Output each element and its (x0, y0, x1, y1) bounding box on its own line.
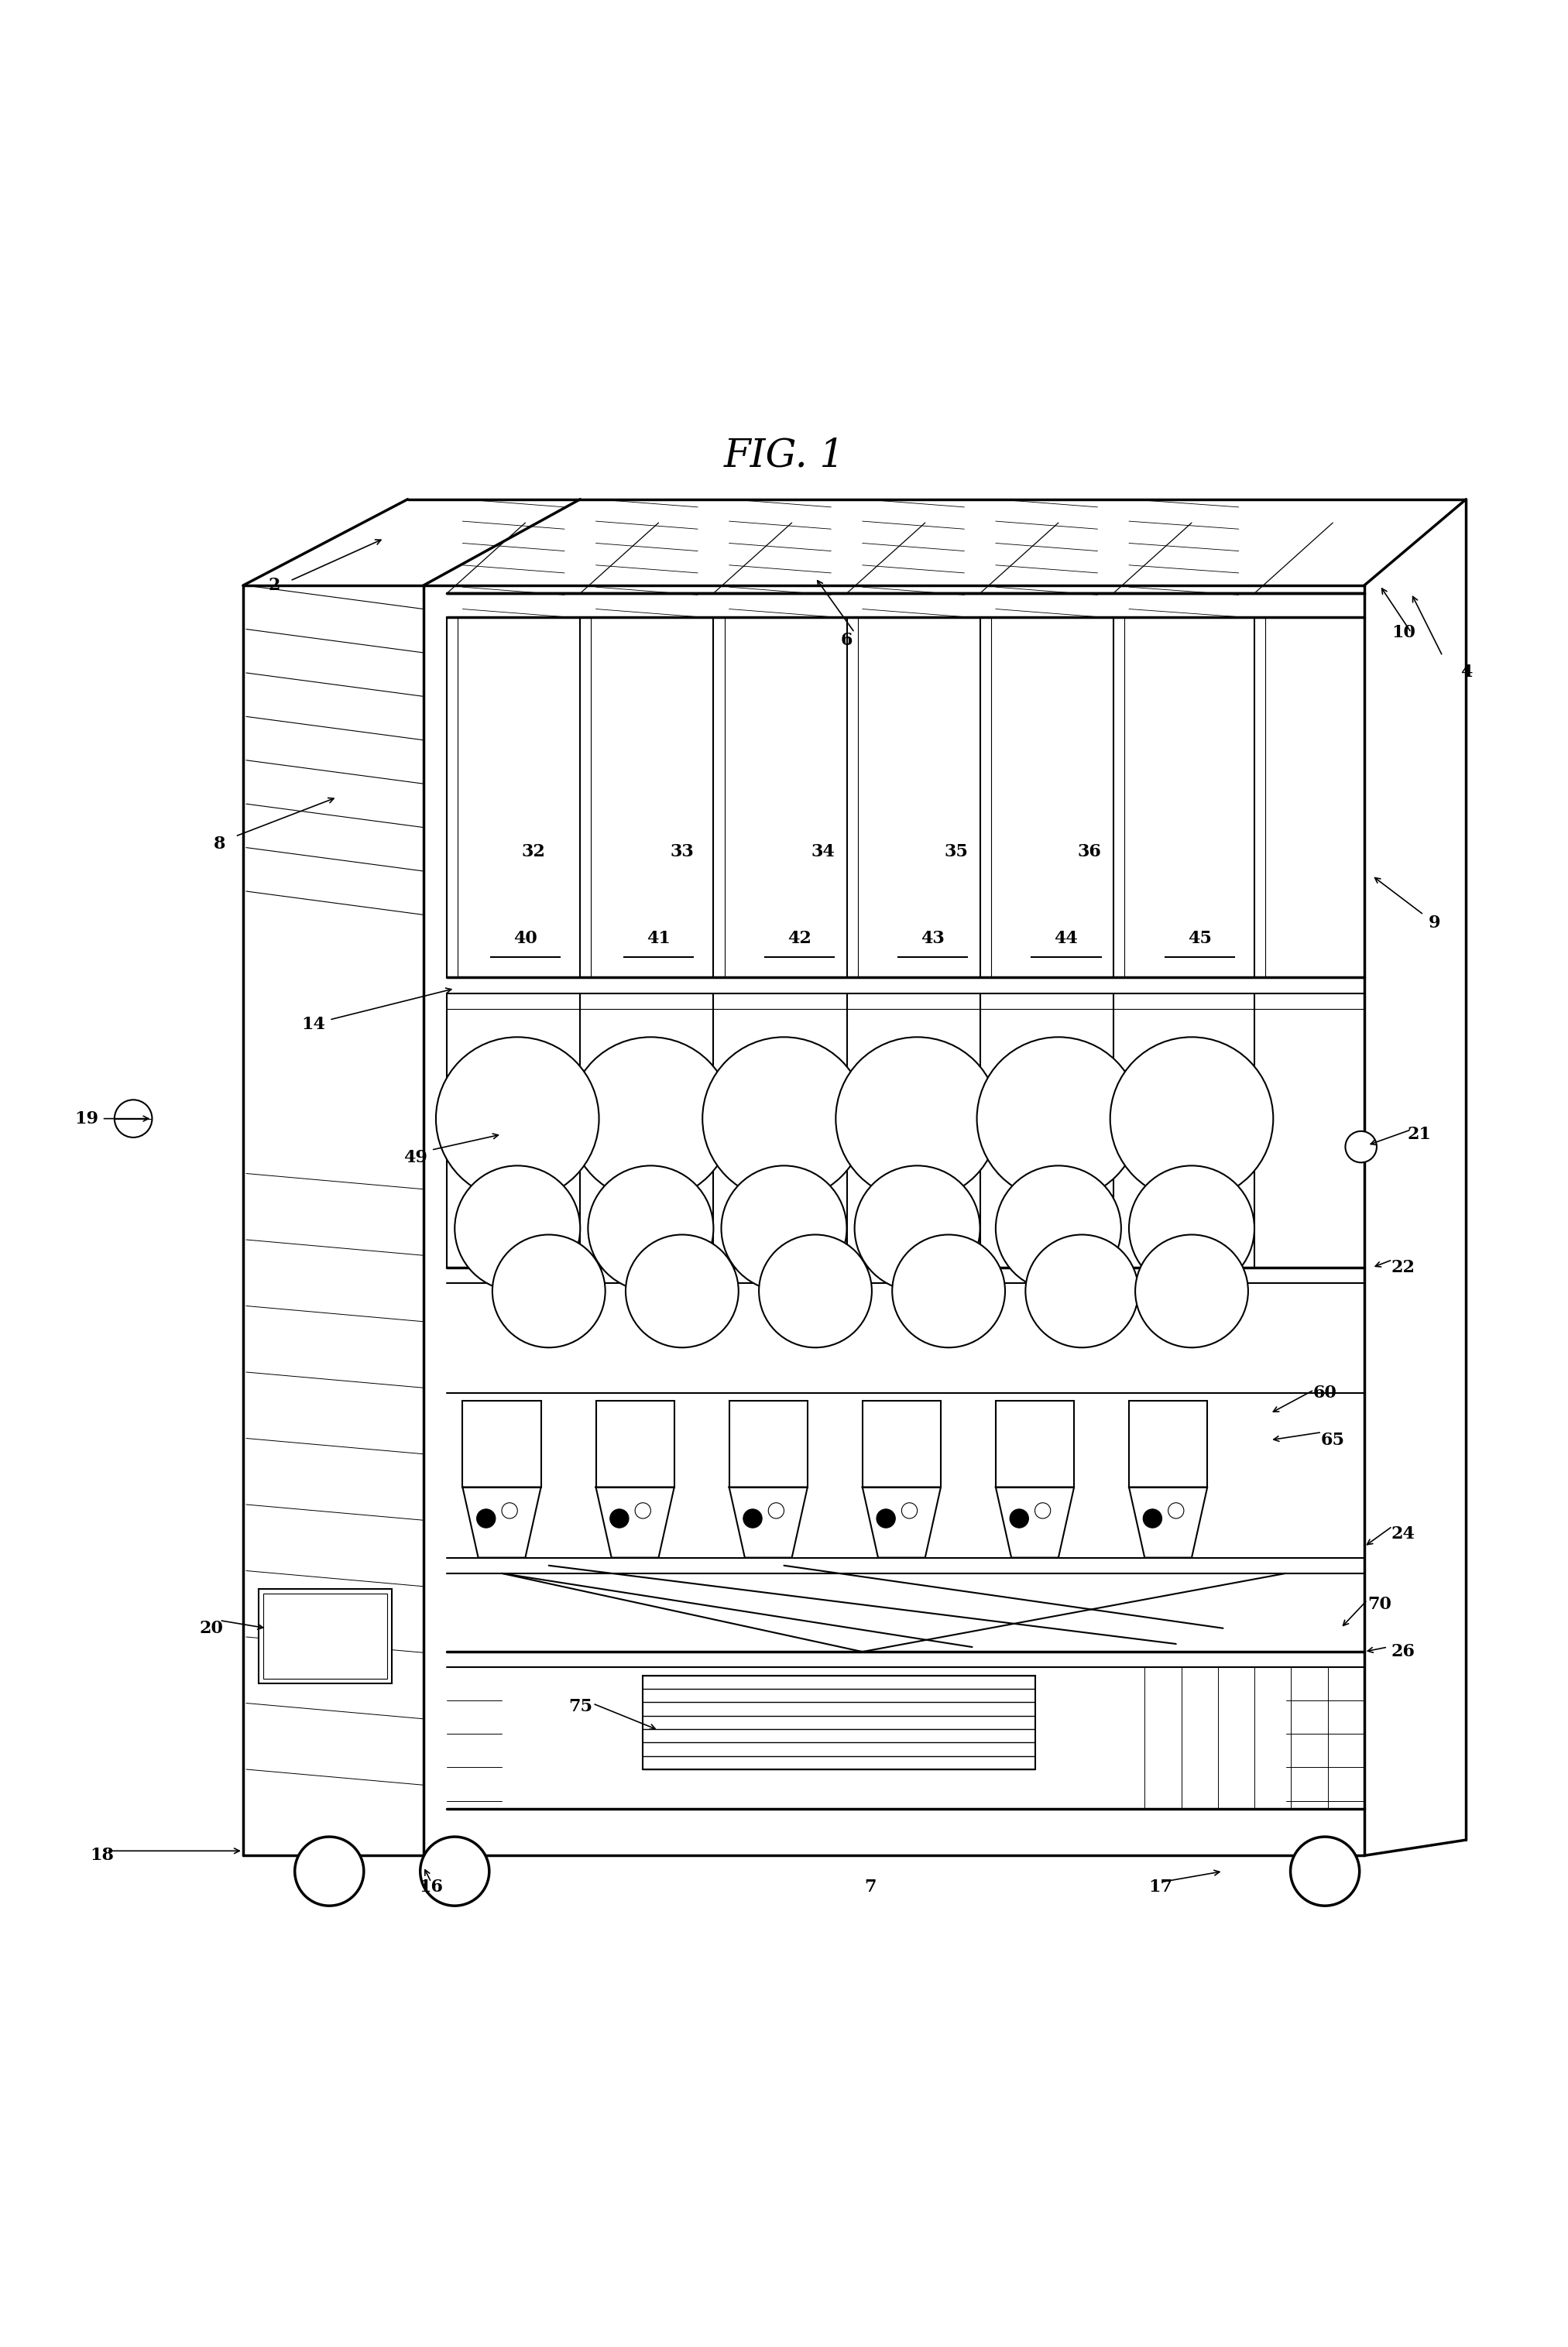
Bar (259, 1589, 392, 1683)
Text: 22: 22 (1391, 1258, 1416, 1277)
Text: 20: 20 (199, 1619, 224, 1636)
Circle shape (1135, 1235, 1248, 1347)
Text: 16: 16 (419, 1878, 444, 1896)
Text: 44: 44 (1054, 929, 1079, 946)
Text: 14: 14 (301, 1016, 326, 1033)
Text: 43: 43 (920, 929, 946, 946)
Bar (862, 1401, 941, 1488)
Circle shape (1290, 1838, 1359, 1906)
Text: 42: 42 (787, 929, 812, 946)
Text: 49: 49 (403, 1150, 428, 1166)
Text: 6: 6 (840, 631, 853, 648)
Bar (1129, 1401, 1207, 1488)
Text: 2: 2 (268, 577, 281, 594)
Bar (996, 1401, 1074, 1488)
Text: 45: 45 (1187, 929, 1212, 946)
Text: 34: 34 (811, 843, 836, 861)
Circle shape (295, 1838, 364, 1906)
Text: 24: 24 (1391, 1526, 1416, 1542)
Circle shape (588, 1166, 713, 1291)
Text: 19: 19 (74, 1110, 99, 1127)
Circle shape (836, 1037, 999, 1199)
Text: 60: 60 (1312, 1385, 1338, 1401)
Text: 41: 41 (646, 929, 671, 946)
Circle shape (569, 1037, 732, 1199)
Text: 4: 4 (1460, 664, 1472, 681)
Circle shape (436, 1037, 599, 1199)
Text: 33: 33 (670, 843, 695, 861)
Bar (643, 1676, 1035, 1770)
Text: 9: 9 (1428, 913, 1441, 932)
Text: 10: 10 (1391, 624, 1416, 641)
Text: 32: 32 (521, 843, 546, 861)
Text: 70: 70 (1367, 1596, 1392, 1612)
Circle shape (759, 1235, 872, 1347)
Text: 26: 26 (1391, 1643, 1416, 1659)
Text: 18: 18 (89, 1847, 114, 1864)
Circle shape (610, 1509, 629, 1528)
Circle shape (502, 1502, 517, 1519)
Bar (729, 1401, 808, 1488)
Circle shape (855, 1166, 980, 1291)
Text: 7: 7 (864, 1878, 877, 1896)
Text: FIG. 1: FIG. 1 (723, 437, 845, 474)
Text: 21: 21 (1406, 1127, 1432, 1143)
Circle shape (1035, 1502, 1051, 1519)
Circle shape (1168, 1502, 1184, 1519)
Circle shape (1129, 1166, 1254, 1291)
Circle shape (702, 1037, 866, 1199)
Text: 8: 8 (213, 836, 226, 852)
Circle shape (420, 1838, 489, 1906)
Text: 36: 36 (1077, 843, 1102, 861)
Text: 40: 40 (513, 929, 538, 946)
Circle shape (768, 1502, 784, 1519)
Bar (263, 1594, 387, 1678)
Circle shape (1110, 1037, 1273, 1199)
Text: 17: 17 (1148, 1878, 1173, 1896)
Circle shape (721, 1166, 847, 1291)
Circle shape (743, 1509, 762, 1528)
Circle shape (114, 1101, 152, 1138)
Circle shape (1010, 1509, 1029, 1528)
Circle shape (477, 1509, 495, 1528)
Bar (463, 1401, 541, 1488)
Bar (596, 1401, 674, 1488)
Circle shape (626, 1235, 739, 1347)
Circle shape (977, 1037, 1140, 1199)
Text: 35: 35 (944, 843, 969, 861)
Circle shape (1143, 1509, 1162, 1528)
Circle shape (996, 1166, 1121, 1291)
Circle shape (877, 1509, 895, 1528)
Text: 65: 65 (1320, 1432, 1345, 1448)
Circle shape (455, 1166, 580, 1291)
Circle shape (492, 1235, 605, 1347)
Circle shape (635, 1502, 651, 1519)
Text: 75: 75 (568, 1699, 593, 1716)
Circle shape (902, 1502, 917, 1519)
Circle shape (892, 1235, 1005, 1347)
Circle shape (1345, 1131, 1377, 1162)
Circle shape (1025, 1235, 1138, 1347)
